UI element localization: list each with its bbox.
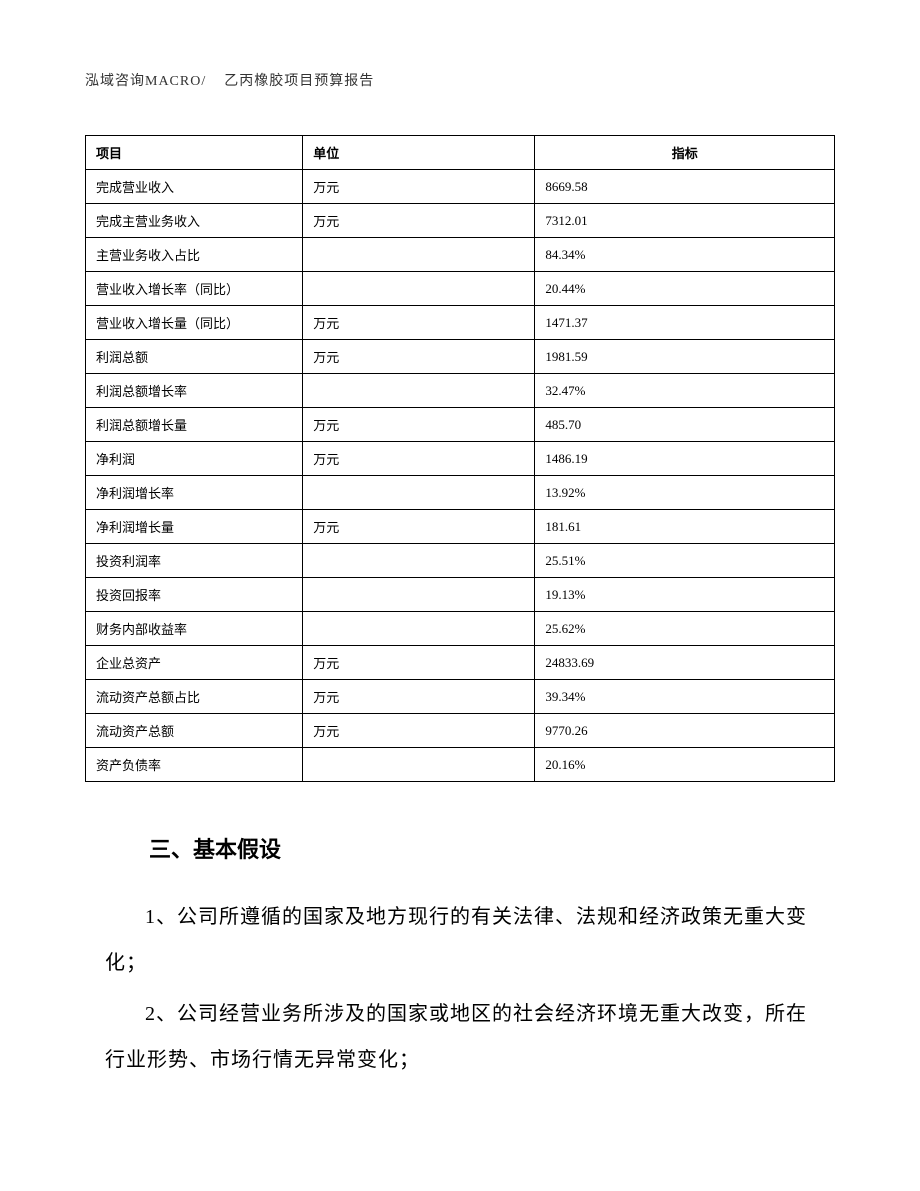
table-cell: 1486.19 bbox=[535, 442, 835, 476]
table-cell: 万元 bbox=[303, 340, 535, 374]
table-cell: 25.62% bbox=[535, 612, 835, 646]
table-cell: 20.16% bbox=[535, 748, 835, 782]
table-cell bbox=[303, 374, 535, 408]
col-header-item: 项目 bbox=[86, 136, 303, 170]
table-cell: 39.34% bbox=[535, 680, 835, 714]
table-cell: 净利润增长量 bbox=[86, 510, 303, 544]
table-cell: 7312.01 bbox=[535, 204, 835, 238]
table-row: 完成主营业务收入万元7312.01 bbox=[86, 204, 835, 238]
table-cell: 流动资产总额占比 bbox=[86, 680, 303, 714]
table-cell: 万元 bbox=[303, 306, 535, 340]
table-row: 营业收入增长率（同比） 20.44% bbox=[86, 272, 835, 306]
table-row: 营业收入增长量（同比）万元1471.37 bbox=[86, 306, 835, 340]
table-cell: 20.44% bbox=[535, 272, 835, 306]
table-row: 完成营业收入万元8669.58 bbox=[86, 170, 835, 204]
table-row: 资产负债率 20.16% bbox=[86, 748, 835, 782]
table-cell bbox=[303, 748, 535, 782]
table-cell: 投资利润率 bbox=[86, 544, 303, 578]
page-header: 泓域咨询MACRO/ 乙丙橡胶项目预算报告 bbox=[85, 70, 835, 90]
table-row: 流动资产总额万元9770.26 bbox=[86, 714, 835, 748]
table-cell: 84.34% bbox=[535, 238, 835, 272]
paragraph-1: 1、公司所遵循的国家及地方现行的有关法律、法规和经济政策无重大变化； bbox=[105, 894, 815, 986]
financial-table: 项目 单位 指标 完成营业收入万元8669.58完成主营业务收入万元7312.0… bbox=[85, 135, 835, 782]
table-cell: 181.61 bbox=[535, 510, 835, 544]
col-header-unit: 单位 bbox=[303, 136, 535, 170]
table-row: 利润总额增长率 32.47% bbox=[86, 374, 835, 408]
table-cell: 主营业务收入占比 bbox=[86, 238, 303, 272]
table-cell: 485.70 bbox=[535, 408, 835, 442]
section-content: 三、基本假设 1、公司所遵循的国家及地方现行的有关法律、法规和经济政策无重大变化… bbox=[85, 832, 835, 1083]
table-cell: 1981.59 bbox=[535, 340, 835, 374]
table-cell: 净利润增长率 bbox=[86, 476, 303, 510]
table-cell: 万元 bbox=[303, 170, 535, 204]
table-cell: 24833.69 bbox=[535, 646, 835, 680]
table-cell: 9770.26 bbox=[535, 714, 835, 748]
table-cell: 万元 bbox=[303, 510, 535, 544]
table-cell: 企业总资产 bbox=[86, 646, 303, 680]
table-row: 流动资产总额占比万元39.34% bbox=[86, 680, 835, 714]
table-cell bbox=[303, 476, 535, 510]
table-cell: 完成主营业务收入 bbox=[86, 204, 303, 238]
table-cell: 万元 bbox=[303, 714, 535, 748]
table-row: 投资利润率 25.51% bbox=[86, 544, 835, 578]
table-cell bbox=[303, 238, 535, 272]
table-cell: 32.47% bbox=[535, 374, 835, 408]
table-cell bbox=[303, 578, 535, 612]
section-title: 三、基本假设 bbox=[105, 832, 815, 864]
table-cell bbox=[303, 544, 535, 578]
table-cell: 利润总额 bbox=[86, 340, 303, 374]
col-header-indicator: 指标 bbox=[535, 136, 835, 170]
table-cell: 万元 bbox=[303, 442, 535, 476]
table-cell: 万元 bbox=[303, 646, 535, 680]
table-row: 利润总额万元1981.59 bbox=[86, 340, 835, 374]
header-title: 乙丙橡胶项目预算报告 bbox=[224, 74, 374, 89]
paragraph-2: 2、公司经营业务所涉及的国家或地区的社会经济环境无重大改变，所在行业形势、市场行… bbox=[105, 991, 815, 1083]
table-row: 净利润万元1486.19 bbox=[86, 442, 835, 476]
table-cell bbox=[303, 272, 535, 306]
table-row: 净利润增长率 13.92% bbox=[86, 476, 835, 510]
table-row: 净利润增长量万元181.61 bbox=[86, 510, 835, 544]
table-cell: 流动资产总额 bbox=[86, 714, 303, 748]
table-cell: 25.51% bbox=[535, 544, 835, 578]
table-cell: 营业收入增长量（同比） bbox=[86, 306, 303, 340]
table-cell: 利润总额增长量 bbox=[86, 408, 303, 442]
table-cell: 13.92% bbox=[535, 476, 835, 510]
table-cell bbox=[303, 612, 535, 646]
table-cell: 19.13% bbox=[535, 578, 835, 612]
table-row: 企业总资产万元24833.69 bbox=[86, 646, 835, 680]
table-cell: 万元 bbox=[303, 680, 535, 714]
table-cell: 8669.58 bbox=[535, 170, 835, 204]
table-row: 投资回报率 19.13% bbox=[86, 578, 835, 612]
table-cell: 财务内部收益率 bbox=[86, 612, 303, 646]
table-cell: 1471.37 bbox=[535, 306, 835, 340]
table-cell: 净利润 bbox=[86, 442, 303, 476]
table-cell: 营业收入增长率（同比） bbox=[86, 272, 303, 306]
table-cell: 万元 bbox=[303, 204, 535, 238]
table-header-row: 项目 单位 指标 bbox=[86, 136, 835, 170]
table-cell: 完成营业收入 bbox=[86, 170, 303, 204]
table-cell: 投资回报率 bbox=[86, 578, 303, 612]
table-cell: 万元 bbox=[303, 408, 535, 442]
table-row: 财务内部收益率 25.62% bbox=[86, 612, 835, 646]
header-company: 泓域咨询MACRO/ bbox=[85, 74, 206, 89]
table-row: 利润总额增长量万元485.70 bbox=[86, 408, 835, 442]
table-cell: 资产负债率 bbox=[86, 748, 303, 782]
table-row: 主营业务收入占比 84.34% bbox=[86, 238, 835, 272]
table-cell: 利润总额增长率 bbox=[86, 374, 303, 408]
